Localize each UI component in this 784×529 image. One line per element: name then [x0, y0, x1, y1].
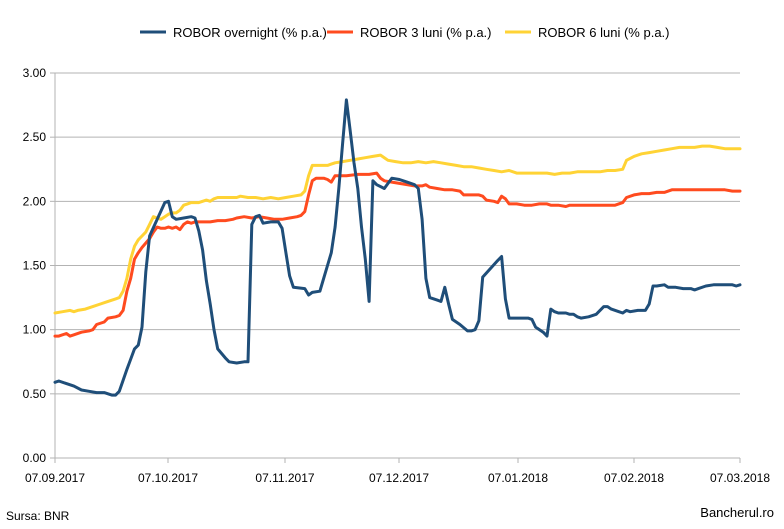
brand-watermark: Bancherul.ro [700, 505, 774, 520]
x-tick-label: 07.11.2017 [255, 471, 314, 485]
y-tick-label: 1.50 [23, 259, 47, 273]
y-tick-label: 0.00 [23, 451, 47, 465]
y-tick-label: 1.00 [23, 323, 47, 337]
chart-axes [50, 72, 741, 463]
series-line-0 [53, 98, 742, 397]
x-tick-label: 07.01.2018 [488, 471, 548, 485]
legend-entry: ROBOR 3 luni (% p.a.) [360, 25, 492, 40]
series-line-2 [53, 144, 742, 315]
x-tick-label: 07.03.2018 [710, 471, 770, 485]
y-tick-label: 0.50 [23, 387, 47, 401]
y-tick-label: 2.50 [23, 130, 47, 144]
robor-line-chart: ROBOR overnight (% p.a.) ROBOR 3 luni (% … [23, 25, 771, 485]
y-axis-tick-labels: 0.00 0.50 1.00 1.50 2.00 2.50 3.00 [23, 66, 47, 465]
chart-legend: ROBOR overnight (% p.a.) ROBOR 3 luni (% … [140, 25, 670, 40]
y-tick-label: 2.00 [23, 194, 47, 208]
legend-entry: ROBOR overnight (% p.a.) [173, 25, 327, 40]
x-tick-label: 07.02.2018 [604, 471, 664, 485]
x-tick-label: 07.12.2017 [369, 471, 429, 485]
x-tick-label: 07.10.2017 [138, 471, 198, 485]
y-tick-label: 3.00 [23, 66, 47, 80]
chart-series-lines [53, 98, 742, 397]
x-tick-label: 07.09.2017 [25, 471, 85, 485]
x-axis-tick-labels: 07.09.2017 07.10.2017 07.11.2017 07.12.2017… [25, 471, 770, 485]
source-note: Sursa: BNR [6, 509, 70, 523]
chart-gridlines [55, 72, 740, 459]
legend-entry: ROBOR 6 luni (% p.a.) [538, 25, 670, 40]
series-line-1 [53, 171, 742, 338]
